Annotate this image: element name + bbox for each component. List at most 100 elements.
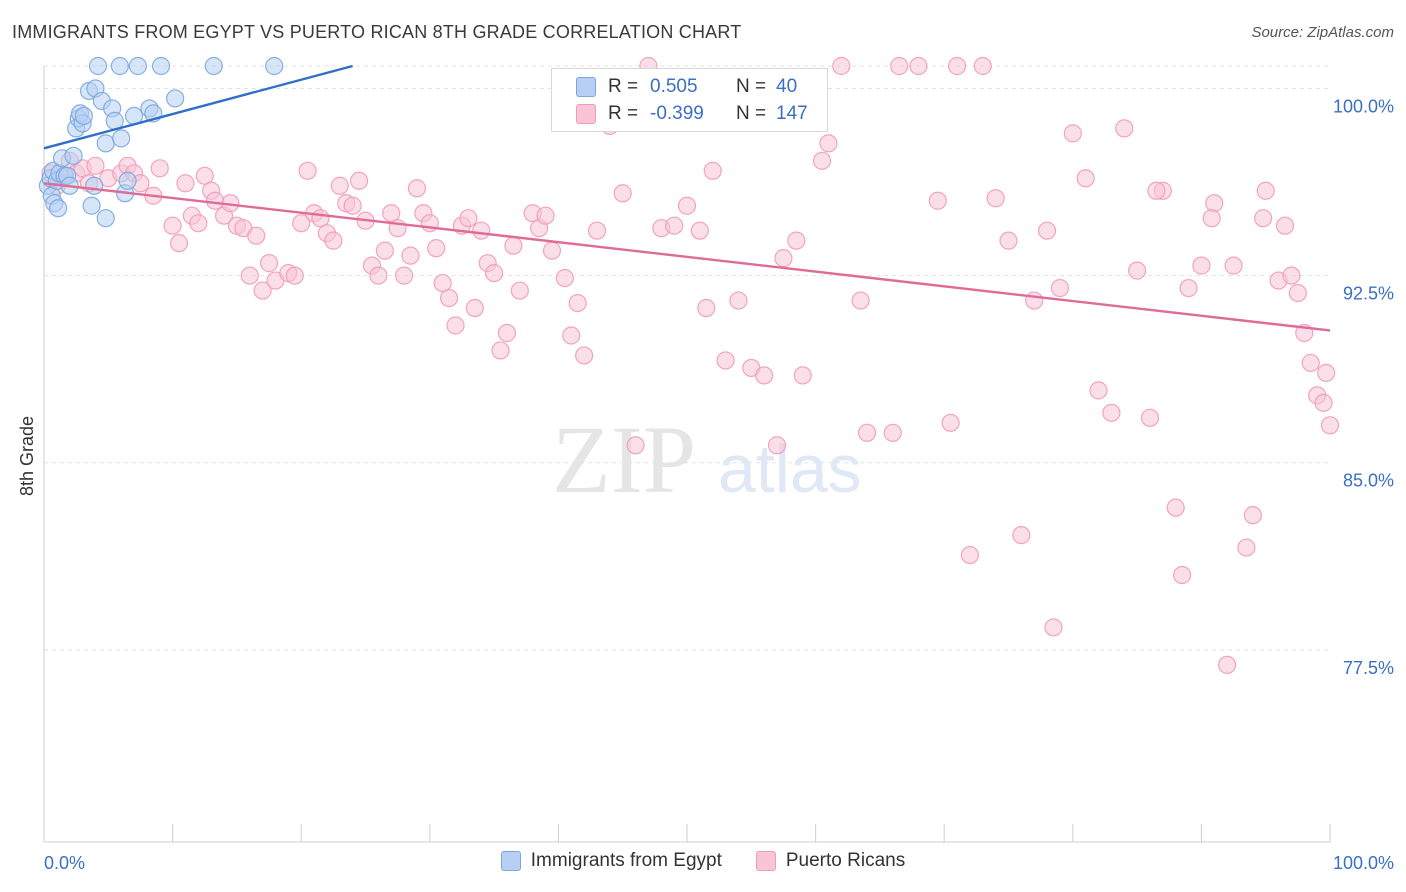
egypt-point	[74, 106, 93, 126]
puerto-ricans-point	[439, 288, 459, 308]
legend-item-puerto-ricans[interactable]: Puerto Ricans	[755, 850, 905, 872]
puerto-ricans-point	[542, 241, 562, 260]
puerto-ricans-point	[369, 266, 388, 285]
puerto-ricans-point	[1115, 119, 1134, 138]
puerto-ricans-point	[150, 159, 169, 178]
puerto-ricans-point	[205, 191, 225, 210]
puerto-ricans-point	[1140, 408, 1160, 427]
puerto-ricans-point	[1037, 221, 1057, 240]
puerto-ricans-point	[832, 56, 851, 76]
puerto-ricans-point	[259, 254, 279, 273]
puerto-ricans-point	[665, 216, 684, 235]
stats-r-value: -0.399	[650, 103, 704, 124]
chart-legend: Immigrants from Egypt Puerto Ricans	[0, 850, 1406, 872]
puerto-ricans-point	[690, 221, 709, 240]
puerto-ricans-point	[1320, 416, 1340, 435]
puerto-ricans-point	[253, 281, 272, 300]
puerto-ricans-point	[613, 184, 632, 203]
chart-title: IMMIGRANTS FROM EGYPT VS PUERTO RICAN 8T…	[12, 22, 742, 42]
puerto-ricans-point	[587, 221, 607, 240]
puerto-ricans-point	[774, 249, 793, 268]
watermark-zip: ZIP	[552, 406, 696, 513]
stats-swatch-egypt	[576, 77, 596, 97]
puerto-ricans-point	[343, 196, 362, 215]
egypt-point	[112, 129, 131, 148]
puerto-ricans-point	[433, 273, 452, 293]
puerto-ricans-point	[459, 209, 478, 228]
puerto-ricans-point	[1192, 256, 1211, 275]
egypt-point	[151, 56, 171, 76]
puerto-ricans-point	[1224, 256, 1243, 275]
puerto-ricans-point	[247, 226, 266, 245]
puerto-ricans-point	[427, 239, 446, 258]
puerto-ricans-point	[491, 341, 510, 360]
puerto-ricans-point	[626, 436, 645, 455]
puerto-ricans-point	[857, 423, 877, 442]
puerto-ricans-point	[1089, 381, 1108, 400]
puerto-ricans-point	[729, 291, 748, 310]
puerto-ricans-point	[890, 56, 909, 76]
puerto-ricans-point	[1254, 209, 1273, 228]
puerto-ricans-point	[1202, 209, 1221, 228]
puerto-ricans-point	[1205, 194, 1224, 213]
puerto-ricans-point	[1237, 538, 1256, 557]
egypt-point	[96, 134, 115, 153]
stats-n-label: N =	[736, 76, 767, 97]
puerto-ricans-point	[1012, 525, 1031, 545]
trend-lines	[43, 64, 1331, 332]
legend-swatch-egypt	[500, 851, 521, 871]
puerto-ricans-point	[819, 134, 838, 153]
puerto-ricans-point	[568, 293, 587, 313]
puerto-ricans-point	[947, 56, 967, 76]
puerto-ricans-point	[697, 298, 716, 318]
x-tick-label-max: 100.0%	[1333, 853, 1394, 873]
puerto-ricans-point	[1050, 278, 1070, 298]
trend-line-puerto-ricans	[43, 182, 1331, 332]
puerto-ricans-point	[1314, 393, 1333, 412]
stats-n-label: N =	[736, 103, 767, 124]
egypt-point	[82, 196, 101, 215]
puerto-ricans-point	[1166, 498, 1185, 517]
puerto-ricans-point	[1317, 363, 1336, 383]
legend-item-egypt[interactable]: Immigrants from Egypt	[500, 850, 722, 872]
puerto-ricans-point	[472, 221, 491, 240]
stats-r-label: R =	[608, 103, 639, 124]
x-ticks	[43, 824, 1331, 842]
y-tick-label: 77.5%	[1343, 658, 1394, 678]
stats-swatch-puerto-ricans	[576, 104, 596, 124]
egypt-point	[96, 209, 115, 228]
puerto-ricans-point	[575, 346, 594, 365]
puerto-ricans-point	[1063, 124, 1082, 143]
series-immigrants-from-egypt	[38, 56, 284, 228]
puerto-ricans-point	[86, 156, 105, 175]
puerto-ricans-point	[812, 151, 832, 170]
puerto-ricans-point	[883, 423, 902, 442]
puerto-ricans-point	[562, 326, 581, 345]
y-tick-label: 100.0%	[1333, 96, 1394, 116]
x-tick-label-min: 0.0%	[44, 853, 85, 873]
puerto-ricans-point	[504, 236, 523, 255]
puerto-ricans-point	[1147, 181, 1166, 200]
puerto-ricans-point	[1256, 181, 1275, 200]
puerto-ricans-point	[960, 545, 980, 565]
y-tick-label: 85.0%	[1343, 471, 1394, 491]
puerto-ricans-point	[1127, 261, 1147, 280]
puerto-ricans-point	[973, 56, 992, 76]
puerto-ricans-point	[1218, 655, 1237, 674]
puerto-ricans-point	[999, 231, 1018, 250]
puerto-ricans-point	[1076, 169, 1095, 188]
puerto-ricans-point	[767, 436, 787, 455]
egypt-point	[64, 146, 83, 165]
legend-swatch-puerto-ricans	[755, 851, 776, 871]
puerto-ricans-point	[1288, 283, 1307, 303]
puerto-ricans-point	[1102, 403, 1121, 422]
puerto-ricans-point	[485, 263, 504, 283]
puerto-ricans-point	[555, 268, 574, 288]
egypt-point	[128, 56, 147, 76]
puerto-ricans-point	[1025, 291, 1044, 310]
puerto-ricans-point	[195, 166, 214, 185]
puerto-ricans-point	[163, 216, 182, 235]
stats-n-value: 147	[776, 103, 808, 124]
puerto-ricans-point	[446, 316, 465, 335]
